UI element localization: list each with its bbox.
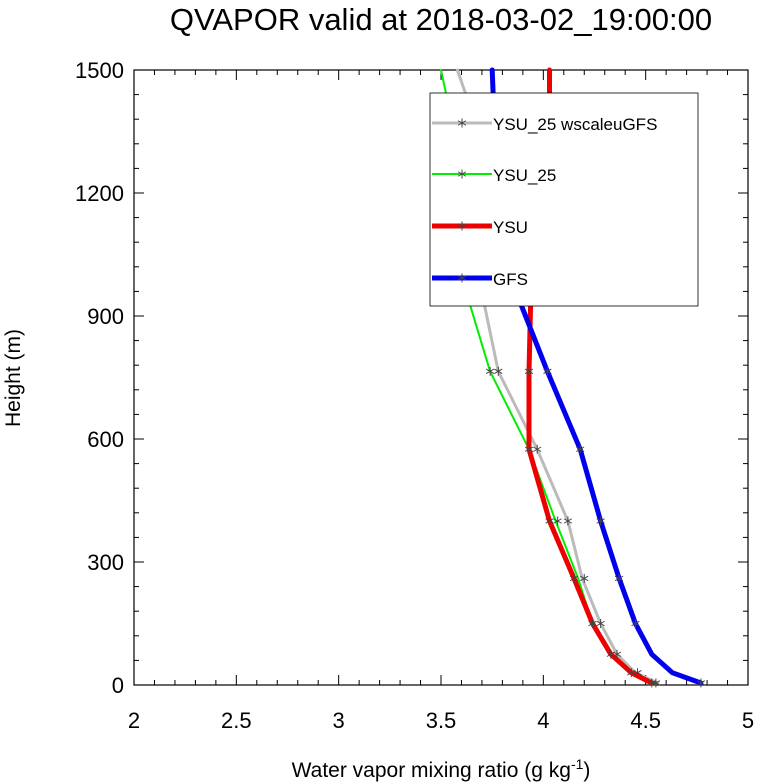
data-marker (631, 619, 640, 628)
legend-marker (457, 221, 467, 231)
data-marker (614, 573, 624, 583)
x-axis: 2 2.5 3 3.5 4 4.5 5 (128, 70, 754, 733)
y-tick-label: 900 (87, 304, 124, 329)
data-marker (651, 678, 661, 688)
y-tick-label: 600 (87, 427, 124, 452)
x-tick-label: 5 (742, 708, 754, 733)
y-tick-label: 1500 (75, 58, 124, 83)
data-marker (533, 444, 542, 454)
y-tick-label: 300 (87, 550, 124, 575)
data-marker (494, 366, 503, 376)
chart-title: QVAPOR valid at 2018-03-02_19:00:00 (170, 2, 712, 37)
y-axis: 0 300 600 900 1200 1500 (75, 58, 748, 698)
y-tick-label: 1200 (75, 181, 124, 206)
x-tick-label: 4 (537, 708, 549, 733)
data-marker (543, 366, 552, 376)
legend: YSU_25 wscaleuGFS YSU_25 YSU GFS (429, 92, 699, 307)
legend-label-gfs: GFS (493, 270, 528, 289)
legend-marker (457, 118, 467, 128)
legend-label-ysu: YSU (493, 218, 528, 237)
data-marker (647, 678, 656, 688)
data-marker (569, 573, 579, 583)
y-axis-label: Height (m) (2, 329, 25, 427)
legend-label-ysu-25: YSU_25 (493, 166, 556, 185)
data-marker (524, 444, 534, 454)
legend-marker (457, 273, 467, 283)
data-marker (485, 366, 495, 376)
y-tick-label: 0 (112, 673, 124, 698)
data-marker (588, 619, 597, 628)
x-tick-label: 2.5 (221, 708, 252, 733)
data-marker (580, 573, 589, 583)
data-marker (563, 516, 573, 526)
legend-marker (457, 169, 467, 179)
x-tick-label: 2 (128, 708, 140, 733)
x-tick-label: 3 (333, 708, 345, 733)
data-marker (612, 649, 622, 659)
x-axis-label: Water vapor mixing ratio (g kg-1) (292, 756, 591, 782)
data-marker (576, 444, 585, 454)
data-marker (596, 516, 605, 526)
data-marker (696, 678, 706, 688)
x-tick-label: 3.5 (426, 708, 457, 733)
data-marker (553, 516, 562, 526)
x-tick-label: 4.5 (630, 708, 661, 733)
legend-box (429, 92, 699, 307)
data-marker (524, 366, 534, 376)
legend-label-ysu-25-wscaleugfs: YSU_25 wscaleuGFS (493, 115, 657, 134)
data-marker (545, 516, 554, 526)
data-marker (633, 668, 642, 678)
data-marker (596, 619, 605, 628)
